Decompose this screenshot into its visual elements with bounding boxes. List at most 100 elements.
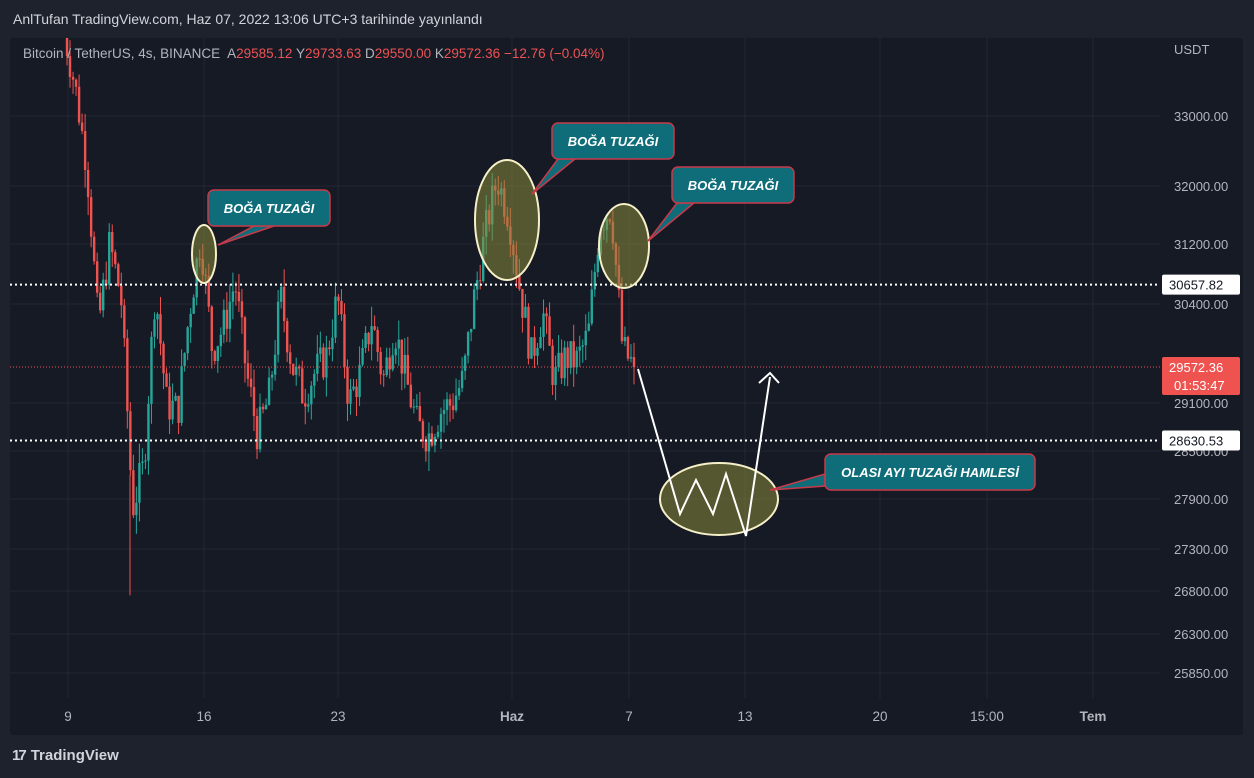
candle-body xyxy=(111,232,114,253)
candle-body xyxy=(352,386,355,390)
candle-body xyxy=(469,328,473,333)
callout-label: BOĞA TUZAĞI xyxy=(224,201,315,216)
candle-body xyxy=(367,332,370,345)
candle-body xyxy=(183,353,186,367)
y-tick-label: 33000.00 xyxy=(1174,109,1228,124)
candle-body xyxy=(135,502,138,516)
candle-body xyxy=(231,291,235,302)
candle-body xyxy=(102,279,105,311)
change-value: −12.76 (−0.04%) xyxy=(503,46,605,61)
candle-body xyxy=(65,38,69,57)
candle-body xyxy=(123,305,126,339)
time-axis-svg[interactable]: 9 16 23 Haz 7 13 20 15:00 Tem xyxy=(10,698,1160,735)
candle-body xyxy=(527,306,530,359)
open-label: A xyxy=(227,46,237,61)
candle-body xyxy=(518,275,521,290)
candle-body xyxy=(596,254,600,273)
x-tick-label: 13 xyxy=(737,709,752,724)
level-price-label: 28630.53 xyxy=(1169,434,1223,449)
tradingview-logo-icon: 17 xyxy=(12,747,27,764)
candle-body xyxy=(279,286,283,302)
candle-body xyxy=(430,433,434,446)
candle-body xyxy=(147,403,150,461)
candle-body xyxy=(258,406,262,450)
candle-body xyxy=(382,374,385,376)
x-tick-label: 20 xyxy=(872,709,887,724)
candle-body xyxy=(68,56,72,77)
candle-body xyxy=(569,341,572,368)
time-axis[interactable]: 9 16 23 Haz 7 13 20 15:00 Tem xyxy=(10,698,1160,735)
candle-body xyxy=(358,364,361,398)
x-tick-label: 9 xyxy=(64,709,72,724)
candle-body xyxy=(138,462,141,503)
x-tick-label: 16 xyxy=(196,709,211,724)
chart-svg[interactable]: BOĞA TUZAĞI BOĞA TUZAĞI BOĞA TUZAĞI OLASI A… xyxy=(10,38,1160,735)
y-tick-label: 26300.00 xyxy=(1174,627,1228,642)
candle-body xyxy=(228,301,232,329)
tradingview-logo[interactable]: 17 TradingView xyxy=(12,747,119,764)
candle-body xyxy=(454,395,458,411)
candle-body xyxy=(267,377,271,405)
low-value: 29550.00 xyxy=(374,46,432,61)
callout-pointer xyxy=(769,473,826,491)
candle-body xyxy=(174,395,177,401)
candle-body xyxy=(180,366,183,423)
candle-body xyxy=(295,366,298,375)
candle-body xyxy=(80,122,84,132)
candle-body xyxy=(153,319,156,337)
x-tick-label: Haz xyxy=(500,709,524,724)
candle-body xyxy=(427,433,431,452)
y-tick-label: 27900.00 xyxy=(1174,492,1228,507)
trap-ellipse xyxy=(598,203,650,289)
candle-body xyxy=(144,460,147,462)
candle-body xyxy=(364,332,367,348)
last-price-badge xyxy=(1162,357,1240,396)
candle-body xyxy=(252,387,256,416)
price-axis[interactable]: USDT 33000.00 32000.00 31200.00 30400.00 2910… xyxy=(1160,38,1243,735)
candle-body xyxy=(406,354,410,385)
candle-body xyxy=(189,313,192,328)
candle-body xyxy=(433,436,437,446)
callout-box xyxy=(207,189,331,227)
candle-body xyxy=(412,406,416,408)
candle-body xyxy=(445,399,449,410)
candle-body xyxy=(292,363,295,375)
candle-body xyxy=(439,414,443,432)
candle-body xyxy=(629,357,633,359)
candle-body xyxy=(89,197,93,237)
callout-label: BOĞA TUZAĞI xyxy=(568,134,659,149)
candle-body xyxy=(418,406,422,422)
candle-body xyxy=(391,355,394,370)
candle-body xyxy=(316,353,319,374)
candle-body xyxy=(86,169,90,198)
candle-body xyxy=(186,327,189,354)
top-bar: AnlTufan TradingView.com, Haz 07, 2022 1… xyxy=(0,0,1254,38)
price-axis-svg[interactable]: USDT 33000.00 32000.00 31200.00 30400.00 2910… xyxy=(1160,38,1243,735)
callout-pointer xyxy=(531,158,578,195)
y-tick-label: 27300.00 xyxy=(1174,542,1228,557)
candle-body xyxy=(177,395,180,423)
symbol-label[interactable]: Bitcoin / TetherUS, 4s, BINANCE xyxy=(23,46,221,61)
candle-body xyxy=(225,309,229,329)
candle-body xyxy=(83,131,87,170)
chart-frame[interactable]: BOĞA TUZAĞI BOĞA TUZAĞI BOĞA TUZAĞI OLASI A… xyxy=(10,38,1243,735)
candle-body xyxy=(373,326,376,330)
candle-body xyxy=(349,389,352,404)
candle-body xyxy=(400,339,403,374)
level-price-badge xyxy=(1162,274,1240,295)
chart-plot-area[interactable]: BOĞA TUZAĞI BOĞA TUZAĞI BOĞA TUZAĞI OLASI A… xyxy=(10,38,1160,735)
candle-body xyxy=(243,317,247,364)
currency-label: USDT xyxy=(1174,42,1209,57)
callout-box xyxy=(551,122,675,160)
candle-body xyxy=(361,347,364,365)
projection-arrow-head xyxy=(758,371,780,384)
candle-body xyxy=(587,323,590,331)
candle-body xyxy=(126,338,129,412)
candle-body xyxy=(545,313,548,317)
candle-body xyxy=(273,354,277,375)
candle-body xyxy=(331,337,334,350)
candle-body xyxy=(234,291,238,293)
candle-body xyxy=(162,343,165,374)
candle-body xyxy=(388,357,391,370)
candle-body xyxy=(475,280,479,290)
